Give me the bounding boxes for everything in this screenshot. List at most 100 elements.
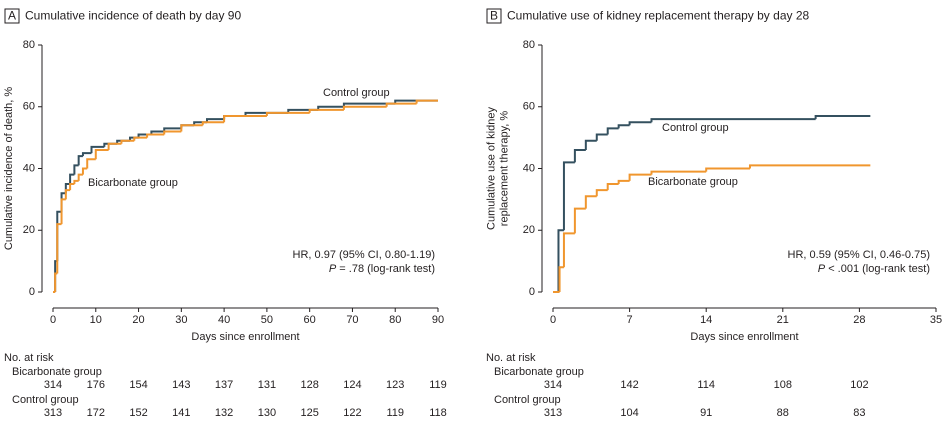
at-risk-group: Control group <box>12 394 79 406</box>
step-segment <box>180 124 203 132</box>
series-label: Bicarbonate group <box>648 176 738 188</box>
series-label: Bicarbonate group <box>88 177 178 189</box>
at-risk-count: 141 <box>172 407 190 419</box>
annotation-italic: P <box>818 263 826 275</box>
y-tick-label: 20 <box>23 224 35 236</box>
at-risk-count: 172 <box>87 407 105 419</box>
step-segment <box>606 182 619 191</box>
at-risk-count: 114 <box>697 379 715 391</box>
step-segment <box>201 121 225 126</box>
step-segment <box>86 158 96 169</box>
at-risk-count: 128 <box>300 379 318 391</box>
panel-label: A <box>8 9 16 23</box>
step-segment <box>650 118 816 123</box>
step-segment <box>73 164 79 175</box>
annotation: HR, 0.59 (95% CI, 0.46-0.75) <box>788 249 930 261</box>
x-tick-label: 14 <box>700 314 712 326</box>
step-segment <box>606 127 619 135</box>
step-segment <box>90 145 105 154</box>
step-segment <box>73 179 79 184</box>
at-risk-count: 152 <box>129 407 147 419</box>
step-segment <box>342 102 396 107</box>
step-segment <box>94 148 109 160</box>
x-tick-label: 7 <box>627 314 633 326</box>
y-axis-label: replacement therapy, % <box>498 111 510 227</box>
chart-title: Cumulative use of kidney replacement the… <box>507 9 809 23</box>
at-risk-count: 123 <box>386 379 404 391</box>
step-segment <box>146 133 165 138</box>
series-label: Control group <box>662 122 729 134</box>
y-tick-label: 40 <box>23 162 35 174</box>
step-segment <box>748 164 871 169</box>
step-segment <box>595 133 608 141</box>
step-segment <box>573 148 586 163</box>
y-tick-label: 60 <box>23 101 35 113</box>
at-risk-count: 122 <box>343 407 361 419</box>
x-tick-label: 80 <box>389 314 401 326</box>
step-segment <box>584 195 597 209</box>
step-segment <box>69 182 75 191</box>
step-segment <box>562 161 575 231</box>
panel-box <box>4 8 20 24</box>
x-tick-label: 21 <box>777 314 789 326</box>
at-risk-count: 142 <box>620 379 638 391</box>
at-risk-group: Bicarbonate group <box>12 366 102 378</box>
x-tick-label: 90 <box>432 314 444 326</box>
x-tick-label: 0 <box>550 314 556 326</box>
y-tick-label: 60 <box>523 101 535 113</box>
step-segment <box>69 173 75 184</box>
annotation-rest: < .001 (log-rank test) <box>825 263 930 275</box>
step-segment <box>77 173 83 181</box>
step-segment <box>150 130 165 135</box>
at-risk-count: 314 <box>544 379 562 391</box>
step-segment <box>705 167 750 172</box>
at-risk-count: 102 <box>850 379 868 391</box>
y-tick-label: 0 <box>29 286 35 298</box>
at-risk-count: 83 <box>853 407 865 419</box>
step-segment <box>81 167 88 175</box>
x-tick-label: 50 <box>261 314 273 326</box>
step-segment <box>628 121 652 126</box>
x-tick-label: 40 <box>218 314 230 326</box>
y-tick-label: 20 <box>523 224 535 236</box>
at-risk-count: 132 <box>215 407 233 419</box>
at-risk-count: 91 <box>700 407 712 419</box>
at-risk-count: 143 <box>172 379 190 391</box>
step-segment <box>107 142 122 150</box>
step-segment <box>573 207 586 234</box>
y-axis-label: Cumulative use of kidney <box>485 107 497 230</box>
step-segment <box>56 223 62 274</box>
at-risk-count: 314 <box>44 379 62 391</box>
x-tick-label: 35 <box>930 314 942 326</box>
step-segment <box>265 111 310 117</box>
step-segment <box>287 108 319 113</box>
at-risk-count: 154 <box>129 379 147 391</box>
at-risk-count: 313 <box>544 407 562 419</box>
step-segment <box>206 118 225 123</box>
at-risk-count: 108 <box>774 379 792 391</box>
step-segment <box>64 189 71 200</box>
at-risk-count: 131 <box>258 379 276 391</box>
y-tick-label: 80 <box>23 39 35 51</box>
step-segment <box>163 130 182 135</box>
at-risk-count: 104 <box>620 407 638 419</box>
at-risk-count: 176 <box>87 379 105 391</box>
at-risk-count: 118 <box>429 407 447 419</box>
step-segment <box>133 136 148 141</box>
y-tick-label: 0 <box>529 286 535 298</box>
step-segment <box>77 155 83 166</box>
at-risk-group: Bicarbonate group <box>494 366 584 378</box>
chart-title: Cumulative incidence of death by day 90 <box>25 9 241 23</box>
at-risk-title: No. at risk <box>486 352 536 364</box>
step-segment <box>557 229 564 292</box>
at-risk-count: 119 <box>386 407 404 419</box>
step-segment <box>628 173 652 181</box>
step-segment <box>558 266 564 292</box>
y-axis-label: Cumulative incidence of death, % <box>3 87 15 250</box>
series-label: Control group <box>323 87 390 99</box>
x-tick-label: 20 <box>132 314 144 326</box>
x-axis-label: Days since enrollment <box>191 331 299 343</box>
step-segment <box>617 124 630 129</box>
step-segment <box>617 179 630 184</box>
